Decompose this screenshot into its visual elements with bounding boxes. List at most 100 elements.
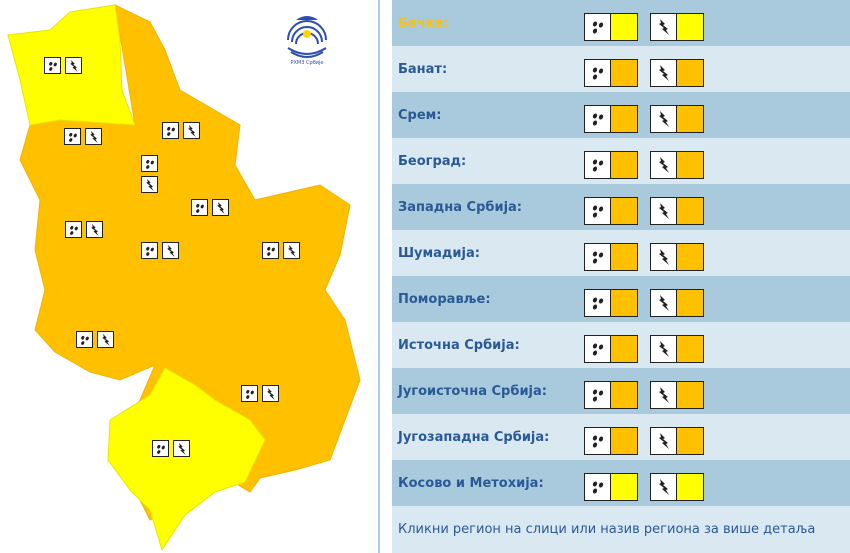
- rain-warning[interactable]: [584, 13, 638, 41]
- rain-warning[interactable]: [584, 197, 638, 225]
- warning-level: [611, 14, 637, 40]
- lightning-icon: [651, 336, 677, 362]
- rain-drops-icon: [585, 198, 611, 224]
- rain-warning[interactable]: [584, 105, 638, 133]
- region-name[interactable]: Југоисточна Србија:: [398, 383, 547, 399]
- rain-drops-icon: [585, 106, 611, 132]
- warning-level: [611, 474, 637, 500]
- map-warning-icons[interactable]: [162, 122, 200, 139]
- lightning-icon: [651, 474, 677, 500]
- region-row[interactable]: Косово и Метохија:: [392, 460, 850, 506]
- region-name[interactable]: Западна Србија:: [398, 199, 523, 215]
- region-row[interactable]: Источна Србија:: [392, 322, 850, 368]
- map-warning-icons[interactable]: [262, 242, 300, 259]
- rain-drops-icon: [241, 385, 258, 402]
- region-name[interactable]: Банат:: [398, 61, 448, 77]
- map-warning-icons[interactable]: [141, 155, 158, 193]
- map-warning-icons[interactable]: [76, 331, 114, 348]
- lightning-icon: [85, 128, 102, 145]
- region-name[interactable]: Југозападна Србија:: [398, 429, 550, 445]
- rain-warning[interactable]: [584, 381, 638, 409]
- rain-drops-icon: [141, 242, 158, 259]
- lightning-icon: [97, 331, 114, 348]
- lightning-icon: [262, 385, 279, 402]
- lightning-icon: [651, 198, 677, 224]
- map-warning-icons[interactable]: [65, 221, 103, 238]
- warning-level: [611, 290, 637, 316]
- storm-warning[interactable]: [650, 13, 704, 41]
- storm-warning[interactable]: [650, 59, 704, 87]
- rain-drops-icon: [162, 122, 179, 139]
- warning-level: [611, 428, 637, 454]
- region-name[interactable]: Шумадија:: [398, 245, 480, 261]
- rain-drops-icon: [585, 60, 611, 86]
- svg-text:РХМЗ Србије: РХМЗ Србије: [290, 60, 323, 66]
- map-warning-icons[interactable]: [241, 385, 279, 402]
- map-warning-icons[interactable]: [64, 128, 102, 145]
- region-row[interactable]: Бачка:: [392, 0, 850, 46]
- warning-level: [677, 152, 703, 178]
- storm-warning[interactable]: [650, 105, 704, 133]
- region-row[interactable]: Срем:: [392, 92, 850, 138]
- rain-warning[interactable]: [584, 335, 638, 363]
- region-row[interactable]: Југоисточна Србија:: [392, 368, 850, 414]
- lightning-icon: [141, 176, 158, 193]
- region-row[interactable]: Југозападна Србија:: [392, 414, 850, 460]
- rain-drops-icon: [44, 57, 61, 74]
- region-row[interactable]: Шумадија:: [392, 230, 850, 276]
- region-name[interactable]: Косово и Метохија:: [398, 475, 544, 491]
- rain-warning[interactable]: [584, 59, 638, 87]
- region-name[interactable]: Београд:: [398, 153, 467, 169]
- storm-warning[interactable]: [650, 151, 704, 179]
- rain-drops-icon: [585, 336, 611, 362]
- storm-warning[interactable]: [650, 427, 704, 455]
- storm-warning[interactable]: [650, 197, 704, 225]
- map-warning-icons[interactable]: [152, 440, 190, 457]
- lightning-icon: [651, 290, 677, 316]
- rain-warning[interactable]: [584, 473, 638, 501]
- rain-drops-icon: [585, 474, 611, 500]
- map-region-kosovo[interactable]: [107, 367, 266, 552]
- region-name[interactable]: Поморавље:: [398, 291, 491, 307]
- storm-warning[interactable]: [650, 473, 704, 501]
- region-name[interactable]: Бачка:: [398, 15, 449, 31]
- rain-warning[interactable]: [584, 427, 638, 455]
- storm-warning[interactable]: [650, 289, 704, 317]
- warning-level: [677, 244, 703, 270]
- lightning-icon: [651, 244, 677, 270]
- region-name[interactable]: Источна Србија:: [398, 337, 520, 353]
- map-shapes: [7, 4, 361, 552]
- map-warning-icons[interactable]: [191, 199, 229, 216]
- rain-drops-icon: [191, 199, 208, 216]
- region-row[interactable]: Банат:: [392, 46, 850, 92]
- storm-warning[interactable]: [650, 381, 704, 409]
- rain-drops-icon: [585, 382, 611, 408]
- region-row[interactable]: Поморавље:: [392, 276, 850, 322]
- warning-map[interactable]: РХМЗ Србије: [0, 0, 380, 553]
- warning-level: [611, 244, 637, 270]
- storm-warning[interactable]: [650, 335, 704, 363]
- region-row[interactable]: Београд:: [392, 138, 850, 184]
- rhmz-logo: РХМЗ Србије: [282, 10, 332, 66]
- region-name[interactable]: Срем:: [398, 107, 442, 123]
- rain-drops-icon: [76, 331, 93, 348]
- rain-drops-icon: [64, 128, 81, 145]
- warning-level: [677, 382, 703, 408]
- rain-drops-icon: [141, 155, 158, 172]
- rain-warning[interactable]: [584, 243, 638, 271]
- rain-drops-icon: [585, 428, 611, 454]
- lightning-icon: [183, 122, 200, 139]
- rain-drops-icon: [585, 290, 611, 316]
- warning-level: [611, 382, 637, 408]
- rain-warning[interactable]: [584, 289, 638, 317]
- region-row[interactable]: Западна Србија:: [392, 184, 850, 230]
- map-warning-icons[interactable]: [141, 242, 179, 259]
- rain-warning[interactable]: [584, 151, 638, 179]
- map-warning-icons[interactable]: [44, 57, 82, 74]
- warning-level: [677, 290, 703, 316]
- warning-level: [611, 60, 637, 86]
- warning-level: [677, 106, 703, 132]
- lightning-icon: [173, 440, 190, 457]
- storm-warning[interactable]: [650, 243, 704, 271]
- warning-level: [677, 14, 703, 40]
